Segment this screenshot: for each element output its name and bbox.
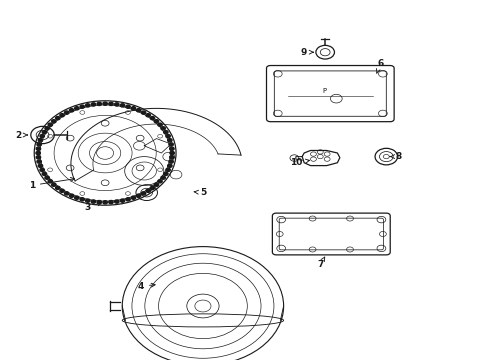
Circle shape	[56, 186, 60, 189]
Circle shape	[75, 196, 79, 199]
Circle shape	[37, 160, 41, 163]
Text: 10: 10	[289, 158, 309, 167]
Circle shape	[64, 192, 69, 195]
Circle shape	[141, 111, 145, 114]
Circle shape	[114, 103, 119, 106]
Circle shape	[114, 200, 119, 203]
Circle shape	[45, 127, 49, 130]
Circle shape	[102, 102, 107, 105]
Circle shape	[165, 135, 170, 138]
Circle shape	[154, 183, 158, 186]
Circle shape	[163, 131, 168, 134]
Circle shape	[52, 120, 56, 123]
Circle shape	[85, 199, 90, 202]
Circle shape	[146, 114, 150, 117]
Circle shape	[108, 201, 113, 204]
Circle shape	[91, 200, 96, 203]
Circle shape	[150, 186, 154, 189]
Circle shape	[167, 139, 172, 142]
Circle shape	[120, 104, 124, 107]
Text: 3: 3	[84, 202, 102, 211]
Text: 9: 9	[300, 48, 313, 57]
Circle shape	[69, 194, 74, 197]
Circle shape	[48, 180, 52, 183]
Circle shape	[125, 105, 130, 108]
Circle shape	[136, 109, 141, 112]
Circle shape	[91, 103, 96, 106]
Circle shape	[165, 168, 170, 171]
Text: 4: 4	[137, 282, 155, 291]
Circle shape	[169, 156, 174, 159]
Text: 8: 8	[389, 152, 401, 161]
Circle shape	[42, 172, 46, 175]
Circle shape	[141, 192, 145, 195]
Circle shape	[167, 164, 172, 167]
Circle shape	[150, 117, 154, 120]
Circle shape	[40, 135, 44, 138]
Circle shape	[158, 123, 162, 126]
Circle shape	[146, 189, 150, 192]
Text: 1: 1	[29, 177, 74, 190]
Circle shape	[154, 120, 158, 123]
Circle shape	[97, 201, 102, 204]
Text: P: P	[322, 88, 325, 94]
Text: 5: 5	[194, 188, 205, 197]
Circle shape	[42, 131, 46, 134]
Circle shape	[108, 102, 113, 105]
Circle shape	[45, 176, 49, 179]
Circle shape	[64, 111, 69, 114]
Circle shape	[36, 147, 41, 150]
Circle shape	[38, 164, 42, 167]
Circle shape	[60, 189, 64, 192]
Circle shape	[80, 105, 84, 108]
Circle shape	[136, 194, 141, 197]
Circle shape	[97, 102, 102, 105]
Circle shape	[163, 172, 168, 175]
Circle shape	[131, 196, 135, 199]
Text: 7: 7	[316, 257, 324, 269]
Circle shape	[169, 152, 174, 155]
Circle shape	[40, 168, 44, 171]
Circle shape	[80, 198, 84, 201]
Circle shape	[161, 176, 165, 179]
Circle shape	[158, 180, 162, 183]
Circle shape	[48, 123, 52, 126]
Circle shape	[69, 109, 74, 112]
Circle shape	[85, 104, 90, 107]
Circle shape	[37, 143, 41, 146]
Text: 6: 6	[376, 58, 383, 73]
Circle shape	[168, 143, 173, 146]
Circle shape	[131, 107, 135, 110]
Circle shape	[169, 147, 174, 150]
Circle shape	[36, 156, 41, 159]
Circle shape	[56, 117, 60, 120]
Circle shape	[52, 183, 56, 186]
Circle shape	[102, 201, 107, 204]
Circle shape	[60, 114, 64, 117]
Circle shape	[161, 127, 165, 130]
Circle shape	[125, 198, 130, 201]
Circle shape	[75, 107, 79, 110]
Circle shape	[168, 160, 173, 163]
Circle shape	[36, 152, 40, 155]
Circle shape	[38, 139, 42, 142]
Text: 2: 2	[16, 130, 27, 139]
Circle shape	[120, 199, 124, 202]
